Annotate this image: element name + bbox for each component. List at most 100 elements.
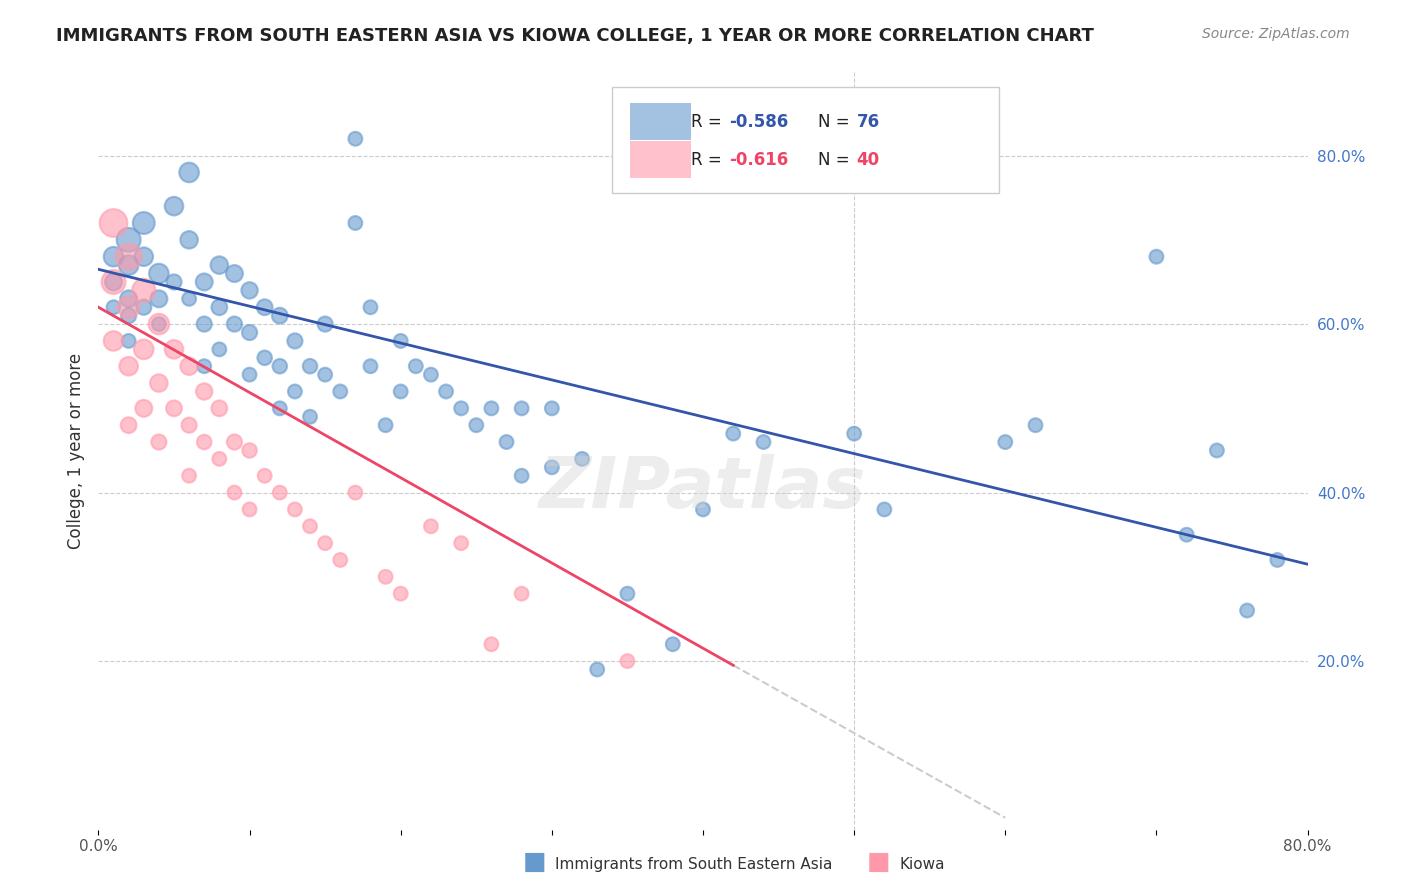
Text: N =: N = bbox=[818, 151, 855, 169]
Point bbox=[344, 132, 367, 146]
Point bbox=[495, 435, 517, 450]
Point bbox=[540, 401, 562, 416]
Point bbox=[103, 275, 125, 289]
Point bbox=[540, 460, 562, 475]
Point bbox=[314, 317, 336, 331]
FancyBboxPatch shape bbox=[630, 103, 690, 140]
Point bbox=[193, 317, 215, 331]
Text: N =: N = bbox=[818, 113, 855, 131]
Point bbox=[269, 401, 291, 416]
Point bbox=[163, 401, 186, 416]
Point bbox=[481, 401, 503, 416]
Point bbox=[510, 401, 533, 416]
Point bbox=[118, 334, 141, 348]
Point bbox=[208, 343, 231, 357]
Point bbox=[344, 216, 367, 230]
Point bbox=[239, 502, 262, 516]
Point bbox=[118, 359, 141, 374]
Point bbox=[253, 300, 276, 314]
Point bbox=[148, 317, 170, 331]
Point bbox=[1267, 553, 1289, 567]
Point bbox=[269, 309, 291, 323]
Text: Kiowa: Kiowa bbox=[900, 857, 945, 872]
Point bbox=[118, 300, 141, 314]
Point bbox=[239, 326, 262, 340]
Point bbox=[208, 451, 231, 466]
Point bbox=[253, 351, 276, 365]
Point bbox=[224, 435, 246, 450]
Point bbox=[284, 334, 307, 348]
FancyBboxPatch shape bbox=[613, 87, 1000, 193]
Point bbox=[481, 637, 503, 651]
Point bbox=[844, 426, 866, 441]
Point bbox=[118, 258, 141, 272]
Point bbox=[239, 368, 262, 382]
Point bbox=[208, 401, 231, 416]
Point bbox=[148, 267, 170, 281]
Point bbox=[179, 233, 201, 247]
Text: Immigrants from South Eastern Asia: Immigrants from South Eastern Asia bbox=[555, 857, 832, 872]
Point bbox=[374, 570, 396, 584]
Point bbox=[329, 553, 352, 567]
Point bbox=[299, 359, 322, 374]
Point bbox=[389, 384, 412, 399]
Point bbox=[374, 418, 396, 433]
Text: ■: ■ bbox=[868, 850, 890, 874]
Point bbox=[314, 368, 336, 382]
Text: R =: R = bbox=[690, 151, 727, 169]
Text: 40: 40 bbox=[856, 151, 880, 169]
Point bbox=[224, 267, 246, 281]
Point bbox=[405, 359, 427, 374]
Point bbox=[118, 250, 141, 264]
Point bbox=[103, 275, 125, 289]
Text: R =: R = bbox=[690, 113, 727, 131]
Point bbox=[269, 485, 291, 500]
Point bbox=[148, 292, 170, 306]
Point bbox=[465, 418, 488, 433]
Point bbox=[163, 275, 186, 289]
Y-axis label: College, 1 year or more: College, 1 year or more bbox=[66, 352, 84, 549]
Point bbox=[752, 435, 775, 450]
Point bbox=[284, 502, 307, 516]
Point bbox=[269, 359, 291, 374]
Point bbox=[179, 468, 201, 483]
Point bbox=[239, 284, 262, 298]
Point bbox=[314, 536, 336, 550]
Point bbox=[118, 418, 141, 433]
Point bbox=[103, 250, 125, 264]
Point bbox=[1144, 250, 1167, 264]
Point bbox=[571, 451, 593, 466]
Point bbox=[193, 384, 215, 399]
Text: ZIPatlas: ZIPatlas bbox=[540, 454, 866, 523]
Point bbox=[132, 216, 155, 230]
Point bbox=[450, 536, 472, 550]
Text: 76: 76 bbox=[856, 113, 880, 131]
Point bbox=[1236, 603, 1258, 617]
Text: -0.616: -0.616 bbox=[730, 151, 789, 169]
Point bbox=[208, 300, 231, 314]
Point bbox=[616, 654, 638, 668]
Point bbox=[179, 165, 201, 179]
Point bbox=[208, 258, 231, 272]
Point bbox=[239, 443, 262, 458]
Point bbox=[148, 317, 170, 331]
Point bbox=[1024, 418, 1046, 433]
Point bbox=[994, 435, 1017, 450]
Point bbox=[163, 199, 186, 213]
Point bbox=[661, 637, 683, 651]
Point bbox=[586, 663, 609, 677]
Point bbox=[360, 300, 382, 314]
Text: IMMIGRANTS FROM SOUTH EASTERN ASIA VS KIOWA COLLEGE, 1 YEAR OR MORE CORRELATION : IMMIGRANTS FROM SOUTH EASTERN ASIA VS KI… bbox=[56, 27, 1094, 45]
Point bbox=[284, 384, 307, 399]
Point bbox=[420, 519, 443, 533]
Point bbox=[723, 426, 745, 441]
Point bbox=[103, 300, 125, 314]
Point bbox=[360, 359, 382, 374]
Point bbox=[616, 587, 638, 601]
Point bbox=[692, 502, 714, 516]
Point bbox=[510, 468, 533, 483]
Point bbox=[299, 409, 322, 424]
Text: -0.586: -0.586 bbox=[730, 113, 789, 131]
Point bbox=[148, 376, 170, 390]
Point bbox=[224, 317, 246, 331]
